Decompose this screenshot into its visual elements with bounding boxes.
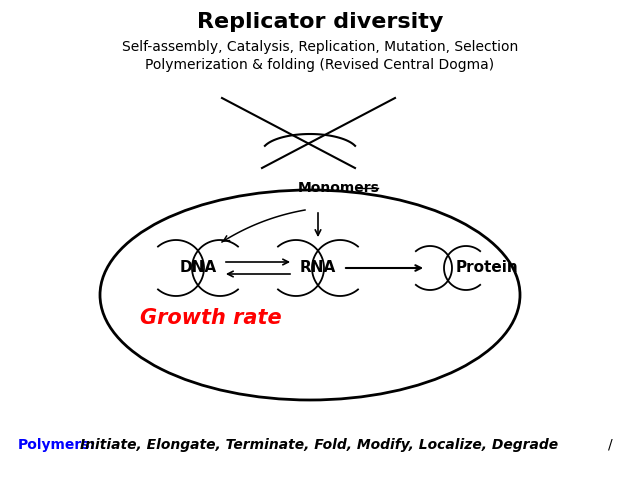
Text: Self-assembly, Catalysis, Replication, Mutation, Selection: Self-assembly, Catalysis, Replication, M… <box>122 40 518 54</box>
Text: Monomers: Monomers <box>298 181 380 195</box>
Text: RNA: RNA <box>300 261 336 276</box>
Text: /: / <box>608 438 612 452</box>
Text: Protein: Protein <box>456 261 519 276</box>
Text: Initiate, Elongate, Terminate, Fold, Modify, Localize, Degrade: Initiate, Elongate, Terminate, Fold, Mod… <box>80 438 558 452</box>
Text: Replicator diversity: Replicator diversity <box>197 12 443 32</box>
Text: DNA: DNA <box>179 261 216 276</box>
Text: Growth rate: Growth rate <box>140 308 282 328</box>
Text: Polymerization & folding (Revised Central Dogma): Polymerization & folding (Revised Centra… <box>145 58 495 72</box>
Text: Polymers:: Polymers: <box>18 438 96 452</box>
